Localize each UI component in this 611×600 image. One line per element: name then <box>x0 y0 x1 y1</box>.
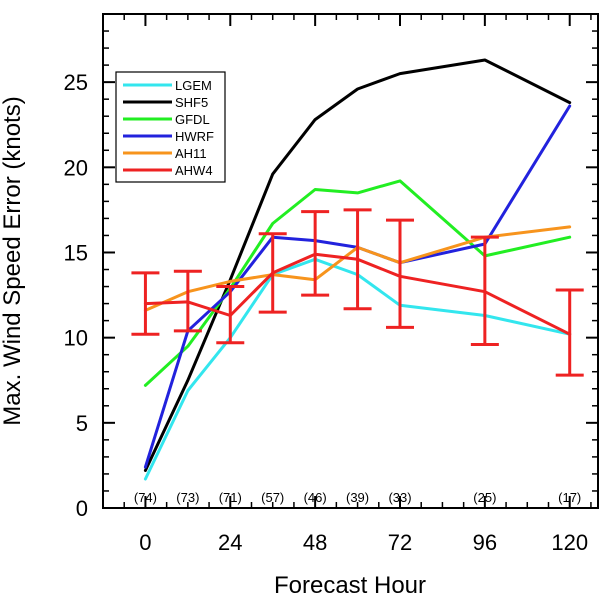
legend-label-lgem: LGEM <box>175 78 212 93</box>
series-line-gfdl <box>143 179 572 387</box>
plot-layer: (74)(73)(71)(57)(46)(39)(33)(25)(17) <box>131 58 584 505</box>
x-tick-label: 24 <box>218 530 242 555</box>
x-tick-label: 0 <box>139 530 151 555</box>
legend-box <box>115 71 226 183</box>
x-axis-label: Forecast Hour <box>274 572 426 599</box>
legend-label-hwrf: HWRF <box>175 129 214 144</box>
y-tick-label: 5 <box>76 411 88 436</box>
error-bar <box>216 285 245 345</box>
sample-size-label: (57) <box>261 490 284 505</box>
error-bar <box>173 269 202 333</box>
legend-label-shf5: SHF5 <box>175 95 208 110</box>
x-tick-label: 72 <box>388 530 412 555</box>
y-tick-label: 20 <box>64 155 88 180</box>
x-tick-label: 96 <box>473 530 497 555</box>
y-tick-label: 0 <box>76 496 88 521</box>
error-bar <box>386 218 414 329</box>
sample-size-label: (39) <box>346 490 369 505</box>
error-bar <box>470 235 499 346</box>
y-tick-label: 15 <box>64 240 88 265</box>
axes-layer: 0 5 10 15 20 25 0 24 48 72 96 120 <box>64 13 599 555</box>
plot-frame <box>102 13 599 509</box>
error-bar <box>301 210 330 297</box>
sample-size-label: (73) <box>176 490 199 505</box>
y-axis-label: Max. Wind Speed Error (knots) <box>0 96 26 425</box>
x-tick-label: 120 <box>551 530 588 555</box>
y-tick-label: 25 <box>64 70 88 95</box>
legend-label-ah11: AH11 <box>175 146 207 161</box>
error-bar <box>343 208 372 311</box>
legend: LGEM SHF5 GFDL HWRF AH11 AHW4 <box>115 71 226 183</box>
legend-label-gfdl: GFDL <box>175 112 210 127</box>
error-bar <box>131 271 160 336</box>
series-line-shf5 <box>143 58 572 472</box>
y-tick-label: 10 <box>64 326 88 351</box>
error-bar <box>258 232 287 314</box>
error-bar <box>555 288 584 377</box>
x-tick-label: 48 <box>303 530 327 555</box>
legend-label-ahw4: AHW4 <box>175 163 213 178</box>
